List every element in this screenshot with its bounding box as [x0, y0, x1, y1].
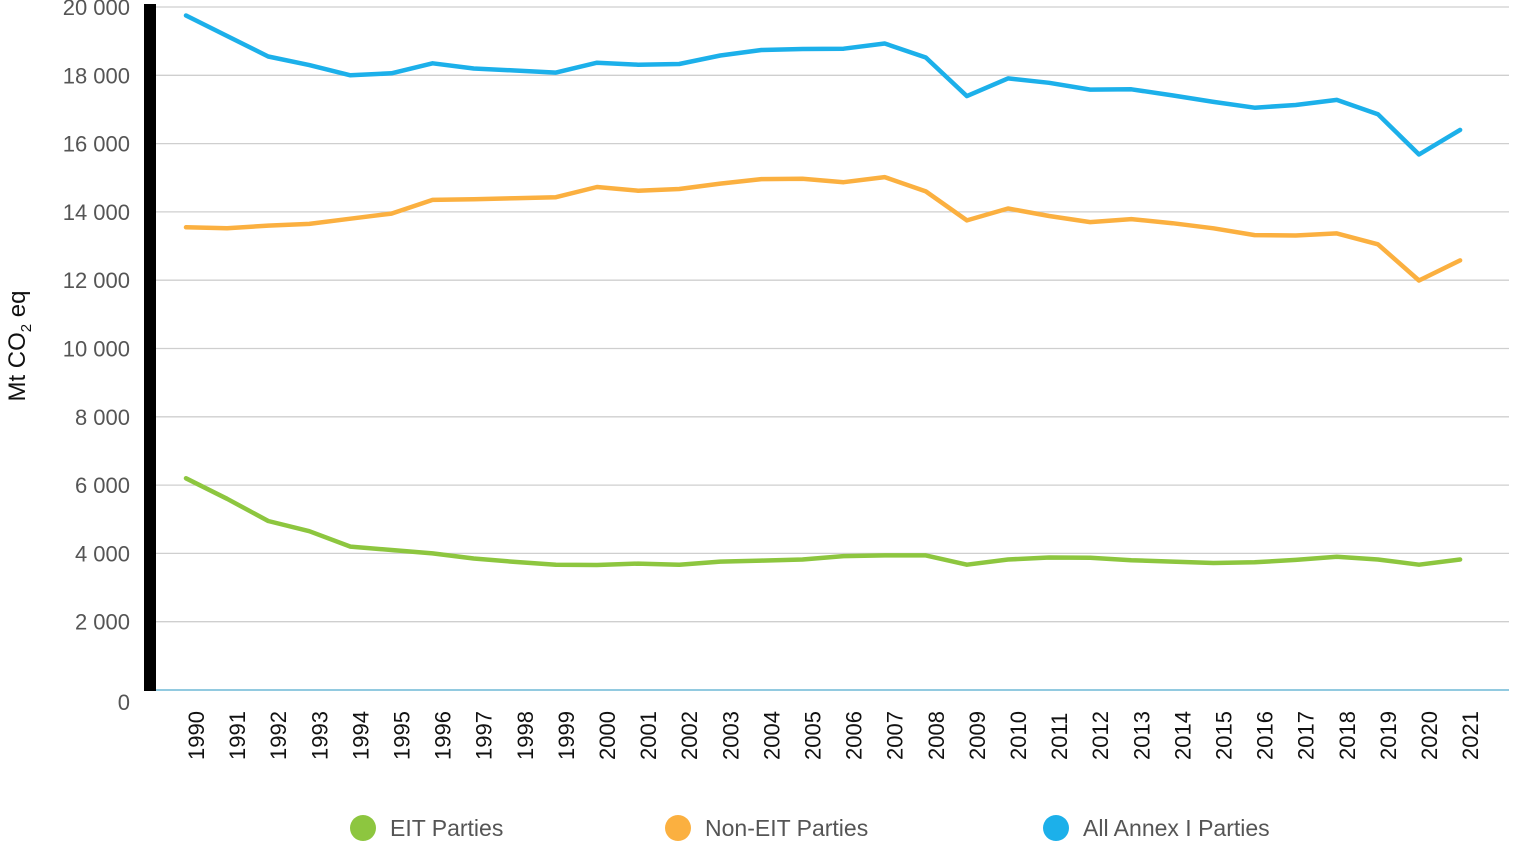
- y-tick-label: 18 000: [63, 63, 130, 88]
- x-tick-label: 1999: [554, 711, 579, 760]
- y-tick-label: 8 000: [75, 405, 130, 430]
- x-tick-label: 2005: [801, 711, 826, 760]
- y-tick-label: 12 000: [63, 268, 130, 293]
- y-tick-labels: 0 2 000 4 000 6 000 8 000 10 000 12 000 14 000 1…: [63, 0, 130, 715]
- legend-marker-eit-parties: [350, 815, 376, 841]
- series-line-non-eit-parties: [183, 174, 1463, 283]
- y-tick-label: 14 000: [63, 200, 130, 225]
- legend-label-eit-parties: EIT Parties: [390, 815, 503, 841]
- x-tick-label: 1997: [472, 711, 497, 760]
- x-tick-label: 1998: [513, 711, 538, 760]
- y-axis-label-main: Mt CO: [4, 332, 31, 401]
- x-tick-label: 2009: [965, 711, 990, 760]
- y-tick-label: 6 000: [75, 473, 130, 498]
- legend: EIT Parties Non-EIT Parties All Annex I Pa…: [350, 815, 1270, 841]
- x-tick-label: 2001: [636, 711, 661, 760]
- y-tick-label: 2 000: [75, 610, 130, 635]
- y-axis-label-subscript: 2: [18, 324, 35, 332]
- y-tick-label: 0: [118, 690, 130, 715]
- series-line-all-annex-i-parties: [183, 13, 1463, 157]
- series-line-eit-parties: [183, 476, 1463, 568]
- x-tick-label: 2014: [1170, 711, 1195, 760]
- x-tick-label: 2018: [1335, 711, 1360, 760]
- x-tick-label: 1991: [225, 711, 250, 760]
- x-tick-label: 1992: [266, 711, 291, 760]
- x-tick-label: 2008: [924, 711, 949, 760]
- y-axis-line: [144, 4, 156, 691]
- legend-label-non-eit-parties: Non-EIT Parties: [705, 815, 868, 841]
- x-tick-label: 1996: [431, 711, 456, 760]
- x-tick-labels: 1990 1991 1992 1993 1994 1995 1996 1997 1998 1999…: [184, 711, 1483, 760]
- x-tick-label: 2007: [883, 711, 908, 760]
- x-tick-label: 1993: [307, 711, 332, 760]
- x-tick-label: 2011: [1047, 713, 1072, 760]
- x-tick-label: 2015: [1212, 711, 1237, 760]
- x-tick-label: 2021: [1458, 711, 1483, 760]
- x-tick-label: 2004: [759, 711, 784, 760]
- x-tick-label: 2010: [1006, 711, 1031, 760]
- x-tick-label: 2003: [718, 711, 743, 760]
- y-tick-label: 10 000: [63, 337, 130, 362]
- gridlines: [156, 6, 1509, 691]
- x-tick-label: 1990: [184, 711, 209, 760]
- x-tick-label: 2016: [1253, 711, 1278, 760]
- y-tick-label: 16 000: [63, 132, 130, 157]
- x-tick-label: 2020: [1417, 711, 1442, 760]
- series-lines: [183, 13, 1463, 568]
- x-tick-label: 1995: [390, 711, 415, 760]
- y-tick-label: 4 000: [75, 541, 130, 566]
- legend-marker-non-eit-parties: [665, 815, 691, 841]
- x-tick-label: 2002: [677, 711, 702, 760]
- x-tick-label: 2012: [1088, 711, 1113, 760]
- y-axis-label: Mt CO2 eq: [4, 290, 35, 401]
- x-tick-label: 1994: [348, 711, 373, 760]
- x-tick-label: 2006: [842, 711, 867, 760]
- y-tick-label: 20 000: [63, 0, 130, 20]
- x-tick-label: 2013: [1129, 711, 1154, 760]
- x-tick-label: 2017: [1294, 711, 1319, 760]
- y-axis-label-suffix: eq: [4, 290, 31, 323]
- x-tick-label: 2000: [595, 711, 620, 760]
- legend-label-all-annex-i-parties: All Annex I Parties: [1083, 815, 1270, 841]
- legend-marker-all-annex-i-parties: [1043, 815, 1069, 841]
- x-tick-label: 2019: [1376, 711, 1401, 760]
